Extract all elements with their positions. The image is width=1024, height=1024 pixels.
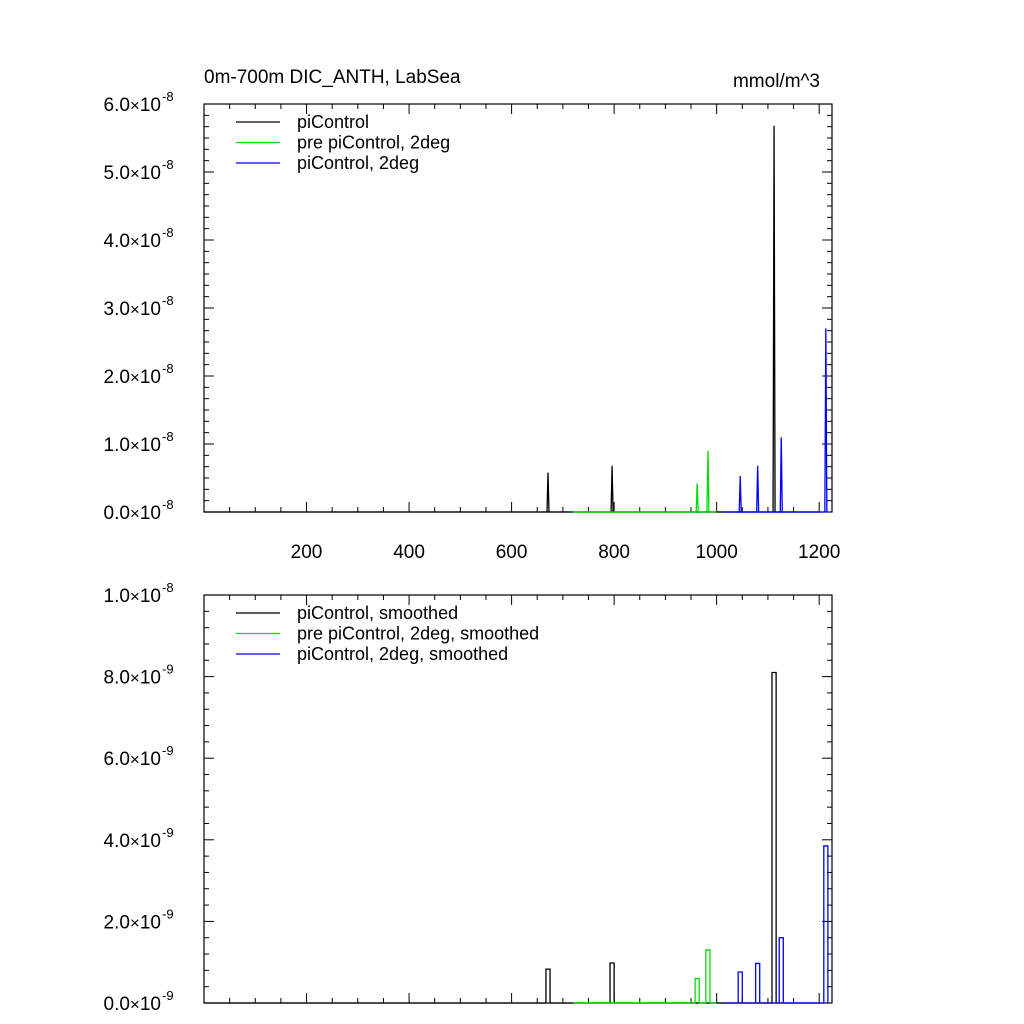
series-line — [573, 450, 717, 513]
x-tick-label: 600 — [496, 542, 528, 563]
legend-label: piControl, 2deg — [297, 153, 419, 173]
chart-units: mmol/m^3 — [733, 71, 820, 92]
x-tick-label: 1000 — [696, 542, 738, 563]
y-tick-label: 8.0×10 — [104, 668, 162, 689]
y-tick-exponent: -9 — [162, 662, 174, 677]
y-tick-exponent: -9 — [162, 825, 174, 840]
x-tick-label: 1200 — [798, 542, 840, 563]
y-tick-label: 3.0×10 — [104, 299, 162, 320]
legend-label: piControl — [297, 112, 369, 132]
x-tick-label: 200 — [291, 542, 323, 563]
y-tick-label: 2.0×10 — [104, 912, 162, 933]
chart-title: 0m-700m DIC_ANTH, LabSea — [204, 67, 461, 88]
y-tick-exponent: -8 — [162, 361, 174, 376]
y-tick-label: 4.0×10 — [104, 231, 162, 252]
y-tick-label: 4.0×10 — [104, 831, 162, 852]
series-line — [724, 845, 829, 1004]
y-tick-label: 0.0×10 — [104, 503, 162, 524]
y-tick-exponent: -9 — [162, 906, 174, 921]
legend-label: pre piControl, 2deg — [297, 133, 450, 153]
y-tick-exponent: -8 — [162, 497, 174, 512]
y-tick-label: 0.0×10 — [104, 994, 162, 1015]
y-tick-exponent: -8 — [162, 225, 174, 240]
legend-label: pre piControl, 2deg, smoothed — [297, 624, 539, 644]
series-line — [573, 949, 717, 1004]
y-tick-exponent: -8 — [162, 89, 174, 104]
series-line — [724, 328, 829, 513]
y-tick-label: 2.0×10 — [104, 367, 162, 388]
y-tick-exponent: -8 — [162, 580, 174, 595]
y-tick-exponent: -9 — [162, 988, 174, 1003]
y-tick-exponent: -8 — [162, 157, 174, 172]
y-tick-label: 6.0×10 — [104, 749, 162, 770]
series-line — [204, 125, 820, 513]
y-tick-label: 5.0×10 — [104, 163, 162, 184]
x-tick-label: 400 — [393, 542, 425, 563]
y-tick-label: 6.0×10 — [104, 95, 162, 116]
y-tick-exponent: -8 — [162, 429, 174, 444]
legend-label: piControl, smoothed — [297, 603, 458, 623]
y-tick-label: 1.0×10 — [104, 586, 162, 607]
y-tick-exponent: -8 — [162, 293, 174, 308]
bottom-chart-panel: 0.0×10 -92.0×10 -94.0×10 -96.0×10 -98.0×10 -9… — [104, 580, 833, 1015]
x-tick-label: 800 — [598, 542, 630, 563]
legend-label: piControl, 2deg, smoothed — [297, 644, 508, 664]
series-line — [204, 671, 820, 1004]
y-tick-exponent: -9 — [162, 743, 174, 758]
y-tick-label: 1.0×10 — [104, 435, 162, 456]
